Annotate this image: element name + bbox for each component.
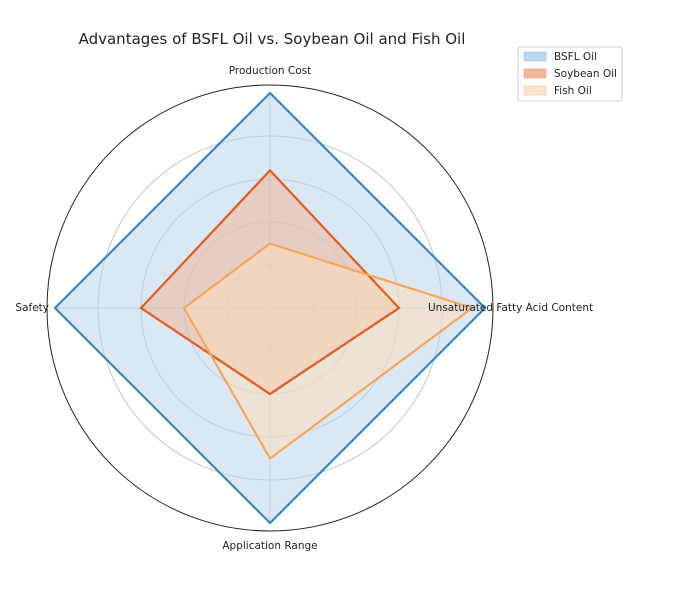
series-area-fish-oil [184,243,473,459]
legend: BSFL Oil Soybean Oil Fish Oil [517,46,623,102]
chart-title: Advantages of BSFL Oil vs. Soybean Oil a… [79,30,466,48]
axis-label-application-range: Application Range [222,540,317,552]
axis-label-safety: Safety [15,302,49,314]
legend-label-soybean-oil: Soybean Oil [554,68,617,80]
polar-frame [46,84,494,532]
legend-swatch-soybean-oil [523,68,547,79]
series-line-bsfl-oil [53,91,487,525]
axis-labels: Production Cost Unsaturated Fatty Acid C… [15,65,593,552]
series-line-soybean-oil [139,168,401,396]
legend-label-bsfl-oil: BSFL Oil [554,51,597,63]
legend-swatch-bsfl-oil [523,51,547,62]
axis-label-production-cost: Production Cost [229,65,312,77]
legend-swatch-fish-oil [523,85,547,96]
series-line-fish-oil [182,242,475,461]
radar-series [53,91,487,525]
legend-label-fish-oil: Fish Oil [554,85,592,97]
axis-label-unsaturated-fatty-acid-content: Unsaturated Fatty Acid Content [428,302,593,314]
